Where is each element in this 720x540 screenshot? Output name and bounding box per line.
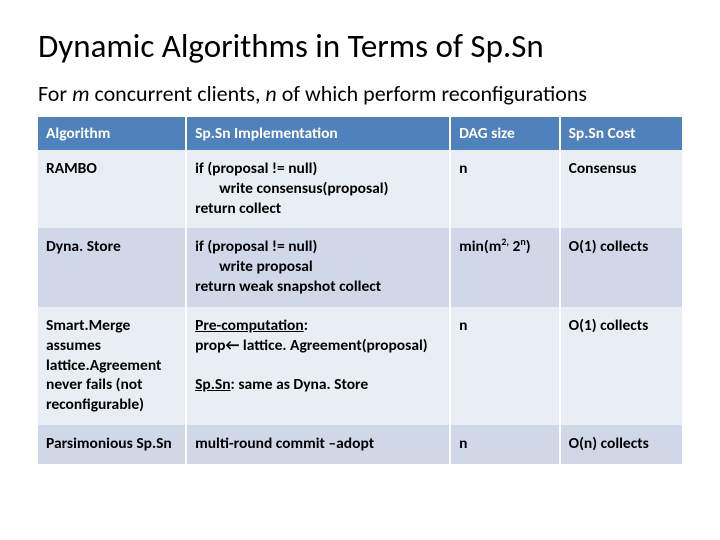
col-header-implementation: Sp.Sn Implementation (186, 117, 450, 150)
cell-dag-size: n (450, 425, 559, 464)
table-row: Dyna. Store if (proposal != null) write … (38, 228, 682, 306)
subtitle-text: of which perform reconfigurations (277, 80, 587, 107)
dag-sup: 2, (501, 235, 509, 248)
dag-text: min(m (459, 237, 501, 256)
cell-implementation: if (proposal != null) write consensus(pr… (186, 150, 450, 228)
table-row: Smart.Merge assumes lattice.Agreement ne… (38, 307, 682, 425)
impl-line: write proposal (195, 257, 313, 277)
algorithms-table: Algorithm Sp.Sn Implementation DAG size … (38, 117, 682, 464)
subtitle-n: n (265, 80, 276, 107)
impl-line: prop← lattice. Agreement(proposal) (195, 336, 428, 355)
impl-pre-label: Pre-computation (195, 316, 304, 335)
impl-line: return collect (195, 199, 281, 218)
table-row: RAMBO if (proposal != null) write consen… (38, 150, 682, 228)
slide-subtitle: For m concurrent clients, n of which per… (38, 80, 682, 107)
impl-line: if (proposal != null) (195, 237, 317, 256)
table-header-row: Algorithm Sp.Sn Implementation DAG size … (38, 117, 682, 150)
subtitle-m: m (72, 80, 89, 107)
cell-algorithm: Dyna. Store (38, 228, 186, 306)
cell-algorithm: Smart.Merge assumes lattice.Agreement ne… (38, 307, 186, 425)
slide-title: Dynamic Algorithms in Terms of Sp.Sn (38, 26, 682, 66)
cell-dag-size: min(m2, 2n) (450, 228, 559, 306)
cell-dag-size: n (450, 307, 559, 425)
impl-line: return weak snapshot collect (195, 277, 381, 296)
cell-implementation: Pre-computation: prop← lattice. Agreemen… (186, 307, 450, 425)
impl-line: : same as Dyna. Store (231, 375, 369, 394)
impl-colon: : (304, 316, 308, 335)
impl-line: write consensus(proposal) (195, 179, 388, 199)
col-header-cost: Sp.Sn Cost (560, 117, 682, 150)
cell-dag-size: n (450, 150, 559, 228)
col-header-dag-size: DAG size (450, 117, 559, 150)
alg-note: assumes lattice.Agreement never fails (n… (46, 336, 161, 414)
cell-algorithm: Parsimonious Sp.Sn (38, 425, 186, 464)
cell-cost: Consensus (560, 150, 682, 228)
subtitle-text: concurrent clients, (89, 80, 265, 107)
cell-cost: O(1) collects (560, 307, 682, 425)
dag-text: ) (526, 237, 531, 256)
cell-cost: O(n) collects (560, 425, 682, 464)
col-header-algorithm: Algorithm (38, 117, 186, 150)
impl-line: if (proposal != null) (195, 159, 317, 178)
slide: Dynamic Algorithms in Terms of Sp.Sn For… (0, 0, 720, 464)
alg-name: Smart.Merge (46, 316, 130, 335)
table-row: Parsimonious Sp.Sn multi-round commit –a… (38, 425, 682, 464)
cell-implementation: multi-round commit –adopt (186, 425, 450, 464)
dag-text: 2 (509, 237, 520, 256)
impl-spsn-label: Sp.Sn (195, 375, 230, 394)
subtitle-text: For (38, 80, 72, 107)
cell-algorithm: RAMBO (38, 150, 186, 228)
cell-cost: O(1) collects (560, 228, 682, 306)
cell-implementation: if (proposal != null) write proposal ret… (186, 228, 450, 306)
